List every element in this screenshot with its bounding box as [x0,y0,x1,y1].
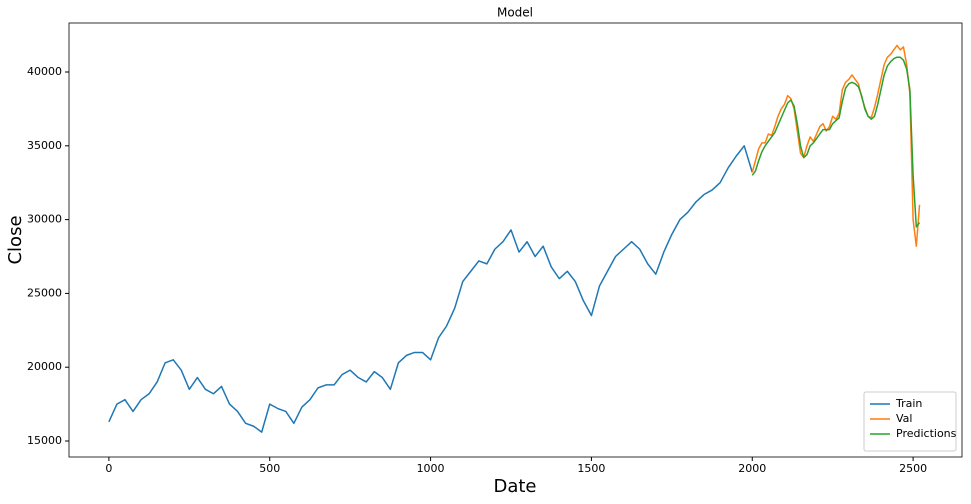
x-tick-label: 1000 [417,462,445,475]
x-tick-label: 2000 [738,462,766,475]
y-tick-label: 20000 [27,360,62,373]
y-tick-label: 35000 [27,139,62,152]
y-axis-label: Close [5,215,26,264]
legend: Train Val Predictions [863,391,957,452]
chart-title: Model [497,6,533,20]
series-line [751,56,921,228]
series-line [751,44,921,247]
y-tick-label: 15000 [27,434,62,447]
y-tick-label: 25000 [27,286,62,299]
x-tick-label: 1500 [577,462,605,475]
x-tick-label: 0 [105,462,112,475]
series-line [108,145,753,433]
x-tick-label: 2500 [899,462,927,475]
legend-label: Val [896,412,912,425]
x-tick-label: 500 [259,462,280,475]
plot-frame [68,22,963,458]
legend-box [863,391,957,452]
legend-label: Train [895,397,922,410]
x-axis-label: Date [493,476,536,497]
y-tick-label: 30000 [27,213,62,226]
legend-label: Predictions [896,427,957,440]
y-tick-label: 40000 [27,65,62,78]
